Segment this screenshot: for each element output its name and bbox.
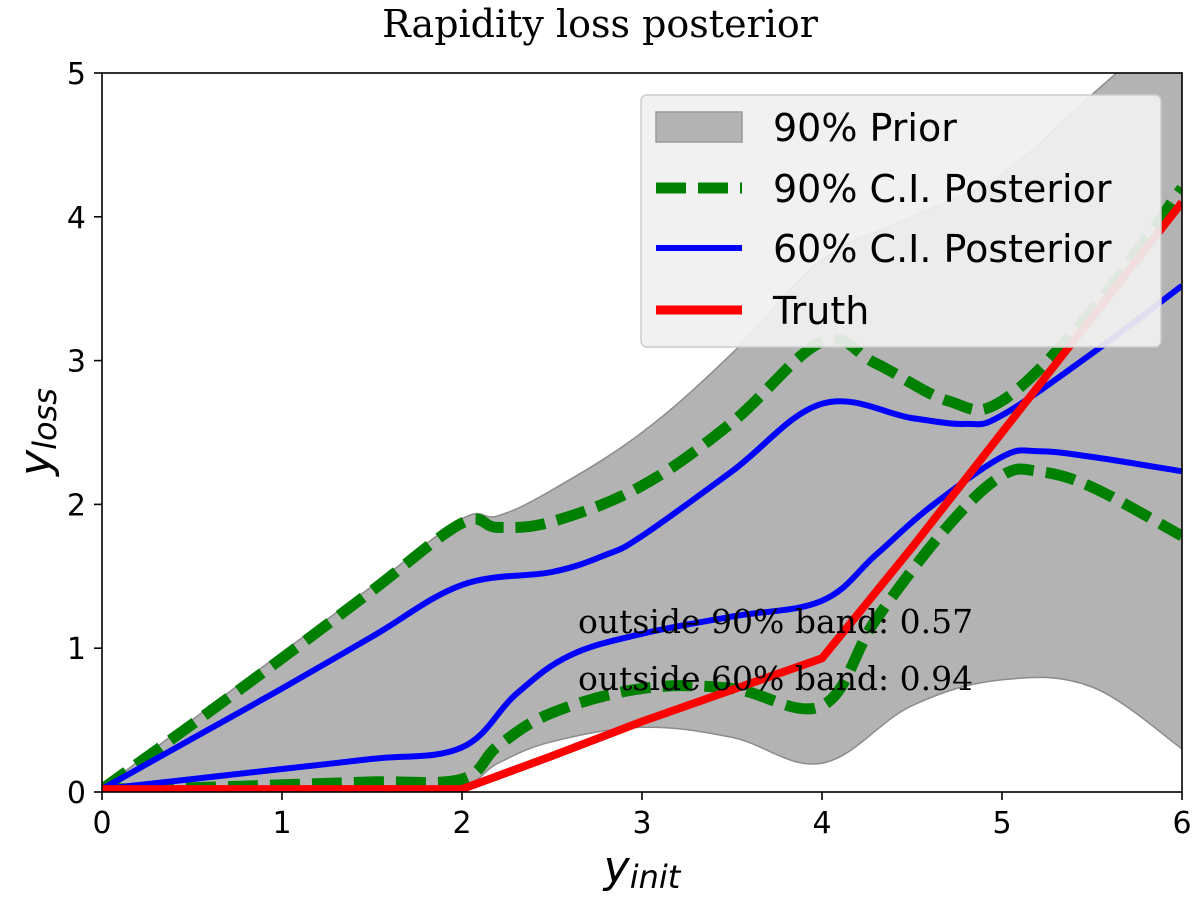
annotations: outside 90% band: 0.57 outside 60% band:… <box>578 602 973 698</box>
annotation-outside-90: outside 90% band: 0.57 <box>578 602 973 641</box>
y-axis-label-sub: loss <box>26 388 64 450</box>
truth-line <box>102 199 1182 792</box>
y-tick-label: 3 <box>67 345 86 380</box>
y-axis-label: yloss <box>10 388 64 478</box>
x-tick-label: 6 <box>1172 806 1191 841</box>
y-tick-label: 2 <box>67 488 86 523</box>
chart-title: Rapidity loss posterior <box>382 2 819 46</box>
ci60-upper-line <box>102 283 1182 792</box>
legend-label-90ci: 90% C.I. Posterior <box>773 167 1112 211</box>
x-tick-label: 5 <box>992 806 1011 841</box>
x-axis-label-sub: init <box>630 858 682 896</box>
legend-label-truth: Truth <box>772 289 869 333</box>
legend-label-60ci: 60% C.I. Posterior <box>773 227 1112 271</box>
x-tick-label: 4 <box>812 806 831 841</box>
annotation-outside-60: outside 60% band: 0.94 <box>578 659 973 698</box>
legend: 90% Prior 90% C.I. Posterior 60% C.I. Po… <box>640 94 1162 348</box>
x-tick-label: 0 <box>92 806 111 841</box>
legend-label-prior: 90% Prior <box>773 106 957 150</box>
y-tick-label: 4 <box>67 201 86 236</box>
y-tick-label: 5 <box>67 57 86 92</box>
x-tick-label: 1 <box>272 806 291 841</box>
legend-box <box>640 94 1162 348</box>
y-tick-label: 1 <box>67 632 86 667</box>
x-axis-label-main: y <box>602 842 631 893</box>
ci60-lower-line <box>102 447 1182 792</box>
ci90-lower-line <box>102 463 1182 792</box>
legend-swatch-prior <box>655 111 743 143</box>
ci90-upper-line <box>102 184 1182 792</box>
y-axis-label-main: y <box>10 449 61 478</box>
x-axis-label: yinit <box>602 842 682 896</box>
x-tick-label: 2 <box>452 806 471 841</box>
y-tick-label: 0 <box>67 776 86 811</box>
x-tick-label: 3 <box>632 806 651 841</box>
axis-ticks: 0 1 2 3 4 5 6 0 1 2 3 4 5 <box>67 57 1192 841</box>
